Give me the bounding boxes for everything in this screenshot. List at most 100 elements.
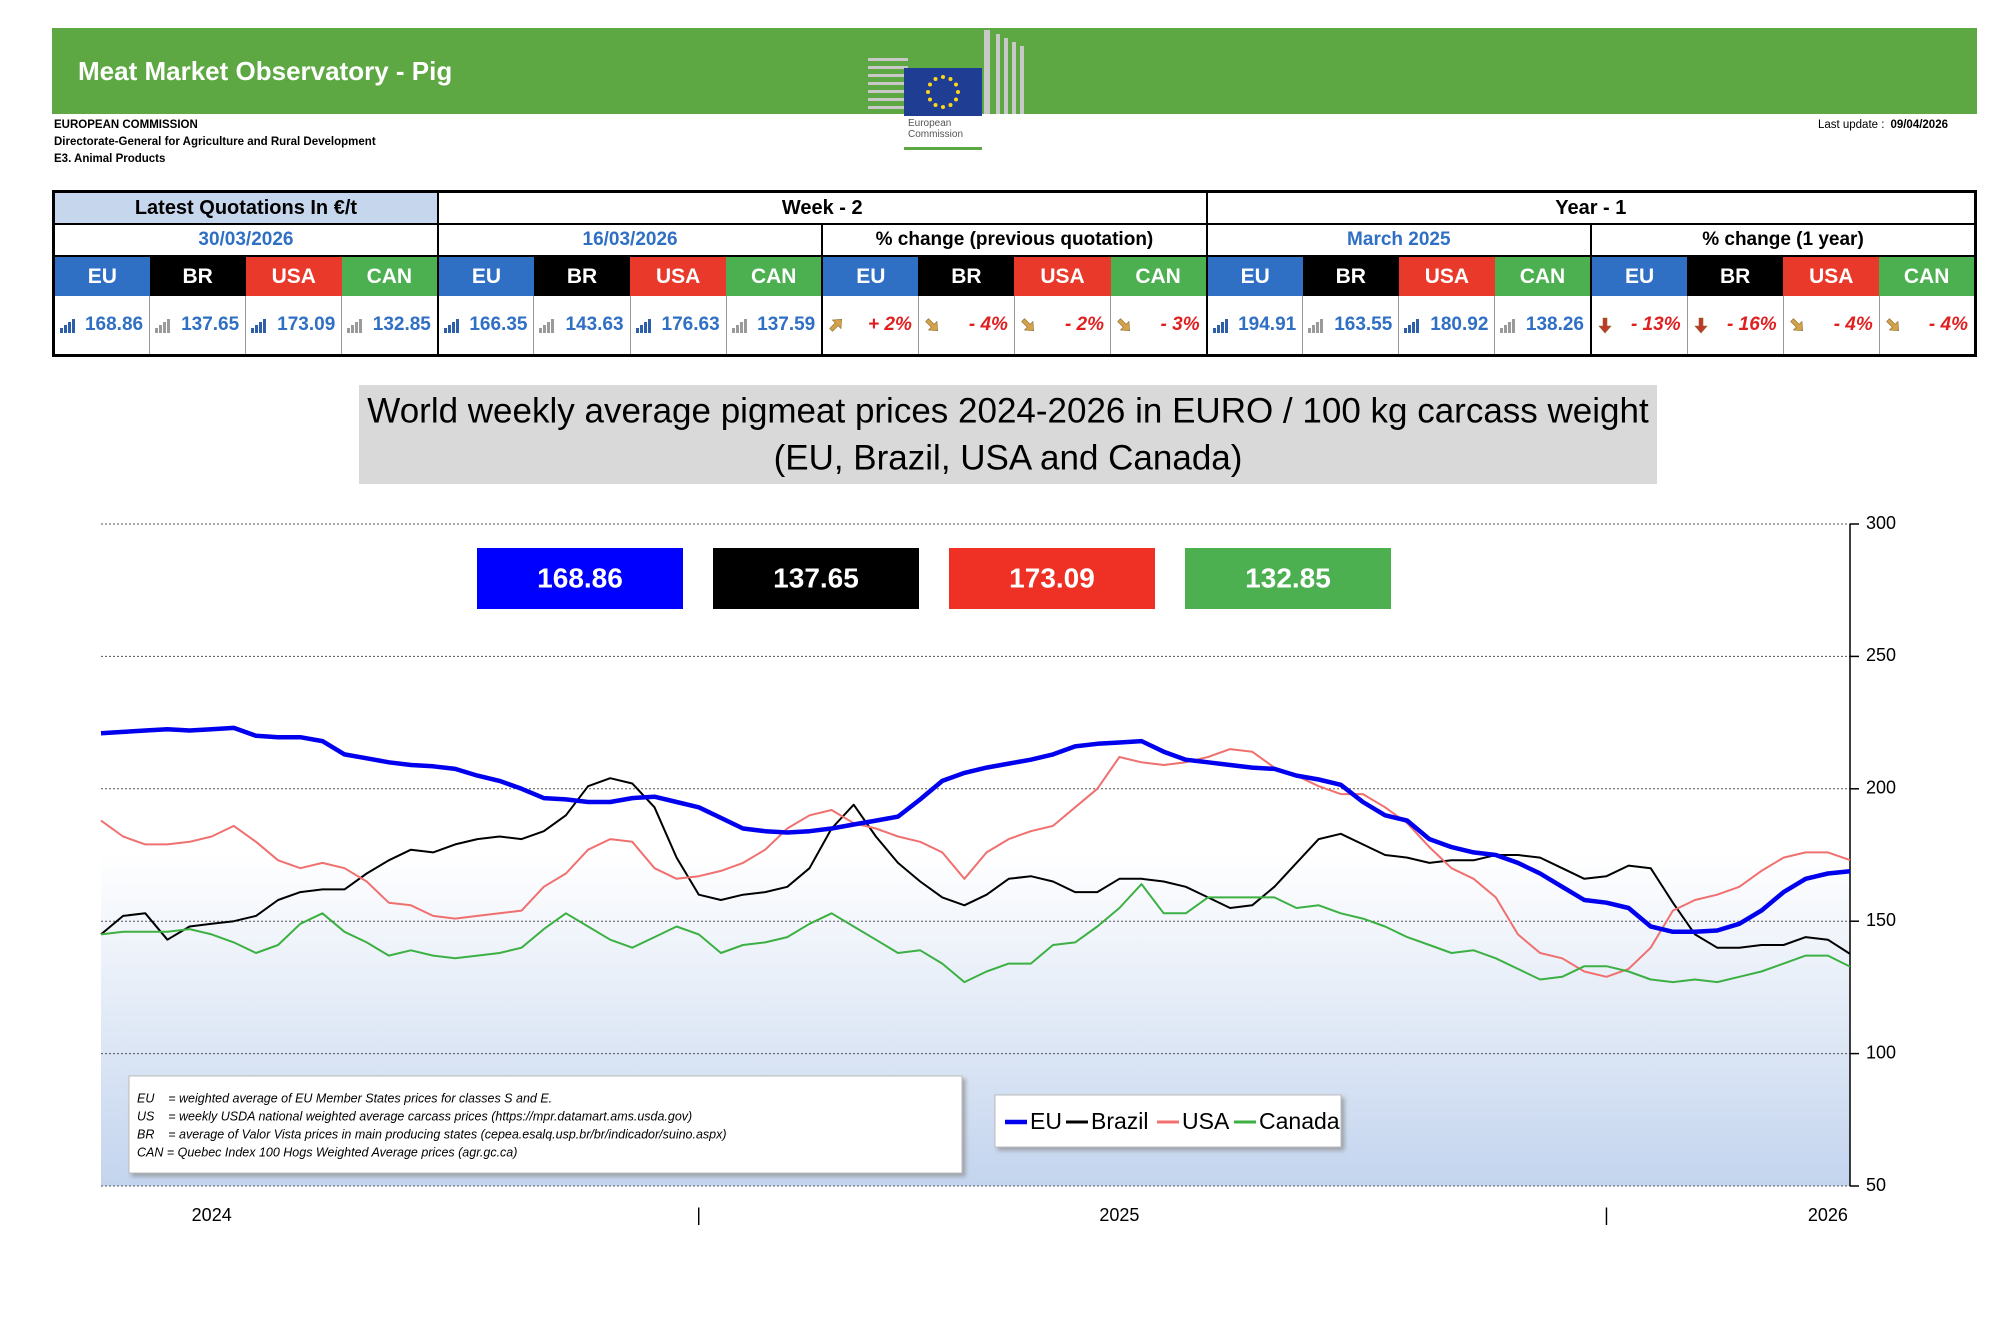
y-tick-label: 200 — [1866, 778, 1896, 798]
subheader: 16/03/2026 — [436, 223, 824, 257]
value-cell: - 4% — [1782, 296, 1880, 356]
value-cell: 180.92 — [1398, 296, 1495, 356]
country-header: CAN — [1879, 256, 1976, 296]
trend-icon — [1117, 318, 1131, 331]
value-cell: 143.63 — [533, 296, 631, 356]
country-header: USA — [1783, 256, 1880, 296]
value-cell: 168.86 — [52, 296, 150, 356]
y-tick-label: 300 — [1866, 513, 1896, 533]
value: - 4% — [1928, 314, 1968, 335]
value: 166.35 — [469, 314, 528, 335]
legend-label: Brazil — [1091, 1108, 1149, 1134]
header-row: Latest Quotations In €/t Week - 2 Year - 1 — [52, 190, 1977, 225]
value: - 4% — [1833, 314, 1873, 335]
trend-icon — [539, 319, 555, 333]
country-header: CAN — [726, 256, 823, 296]
org-line: Directorate-General for Agriculture and … — [54, 136, 376, 148]
trend-icon — [1404, 319, 1420, 333]
logo-text: Commission — [908, 129, 964, 140]
trend-icon — [155, 319, 171, 333]
logo-text: European — [908, 118, 952, 129]
country-header: CAN — [1110, 256, 1207, 296]
trend-icon — [1693, 317, 1708, 334]
x-tick-label: | — [1604, 1205, 1609, 1225]
value-cell: - 4% — [1878, 296, 1976, 356]
org-line: E3. Animal Products — [54, 153, 166, 165]
trend-icon — [347, 319, 363, 333]
value: 176.63 — [661, 314, 720, 335]
value: 163.55 — [1334, 314, 1393, 335]
value: - 4% — [968, 314, 1008, 335]
group-header: Latest Quotations In €/t — [52, 190, 439, 225]
header-title: Meat Market Observatory - Pig — [78, 56, 453, 86]
latest-box — [713, 548, 919, 609]
last-update-date: 09/04/2026 — [1890, 119, 1948, 131]
value-cell: 173.09 — [245, 296, 342, 356]
value: 173.09 — [277, 314, 336, 335]
group-header: Week - 2 — [436, 190, 1208, 225]
latest-box — [477, 548, 683, 609]
x-tick-label: 2024 — [192, 1205, 232, 1225]
value: 132.85 — [372, 314, 431, 335]
value: 194.91 — [1238, 314, 1297, 335]
series-line — [100, 883, 1851, 984]
subheader: 30/03/2026 — [52, 223, 439, 257]
legend-label: EU — [1030, 1108, 1062, 1134]
subheader: % change (1 year) — [1590, 223, 1977, 257]
trend-icon — [1308, 319, 1324, 333]
trend-icon — [443, 319, 459, 333]
x-tick-label: 2026 — [1808, 1205, 1848, 1225]
value-cell: 138.26 — [1494, 296, 1591, 356]
trend-icon — [1598, 317, 1612, 334]
value: 137.59 — [757, 314, 816, 335]
trend-icon — [1885, 318, 1899, 331]
value-cell: - 13% — [1589, 296, 1688, 356]
value-cell: 176.63 — [629, 296, 727, 356]
country-header: EU — [821, 256, 919, 296]
value-cell: - 16% — [1686, 296, 1784, 356]
country-header: USA — [630, 256, 727, 296]
logo — [868, 30, 1024, 150]
group-header: Year - 1 — [1205, 190, 1977, 225]
x-tick-label: | — [696, 1205, 701, 1225]
legend-label: Canada — [1259, 1108, 1340, 1134]
country-header: BR — [1687, 256, 1784, 296]
country-header: EU — [1589, 256, 1688, 296]
country-header: USA — [1014, 256, 1111, 296]
x-tick-label: 2025 — [1099, 1205, 1139, 1225]
quotations-table: Latest Quotations In €/t Week - 2 Year - 1… — [52, 190, 1977, 357]
value: 168.86 — [84, 314, 144, 335]
notes-box — [128, 1075, 963, 1174]
country-row: EU BR USA CAN EU BR USA CAN EU BR USA CAN EU BR USA CAN… — [52, 256, 1976, 296]
value-cell: - 4% — [917, 296, 1015, 356]
value-cell: 132.85 — [341, 296, 438, 356]
note: US = weekly USDA national weighted avera… — [137, 1109, 692, 1123]
country-header: EU — [1205, 256, 1303, 296]
value: - 16% — [1727, 314, 1777, 335]
country-header: CAN — [1494, 256, 1591, 296]
y-tick-label: 100 — [1866, 1042, 1896, 1062]
trend-icon — [1789, 318, 1803, 331]
country-header: CAN — [341, 256, 438, 296]
latest-box — [1185, 548, 1391, 609]
subheader-row: 30/03/2026 16/03/2026% change (previous q… — [52, 223, 1977, 257]
y-tick-label: 150 — [1866, 910, 1896, 930]
note: BR = average of Valor Vista prices in ma… — [137, 1127, 727, 1141]
country-header: USA — [1398, 256, 1495, 296]
value-cell: - 3% — [1110, 296, 1207, 356]
series-line — [100, 777, 1851, 955]
y-tick-label: 50 — [1866, 1175, 1886, 1195]
country-header: BR — [533, 256, 631, 296]
org-line: EUROPEAN COMMISSION — [54, 119, 198, 131]
latest-value: 132.85 — [1245, 562, 1331, 593]
logo-caption: European Commission — [908, 118, 963, 140]
series-line — [100, 748, 1851, 978]
country-header: BR — [149, 256, 246, 296]
value: - 13% — [1630, 314, 1681, 335]
country-header: EU — [436, 256, 534, 296]
value-row: 168.86 137.65 173.09 132.85 166.35 143.63 176.… — [52, 296, 1976, 356]
title-box — [359, 385, 1657, 484]
value: 180.92 — [1430, 314, 1489, 335]
